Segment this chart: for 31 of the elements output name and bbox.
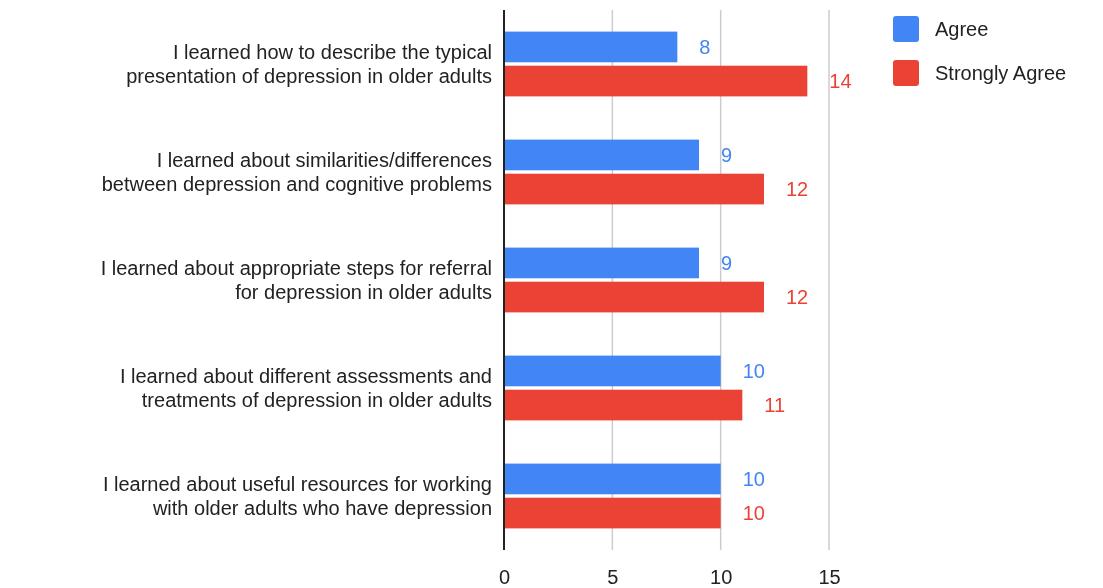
x-tick-label: 15 (818, 566, 841, 588)
data-label: 12 (786, 178, 809, 201)
x-tick-label: 0 (498, 566, 511, 588)
data-label: 10 (742, 467, 765, 490)
x-tick-label: 10 (710, 566, 733, 588)
bar (504, 389, 743, 421)
data-label: 9 (721, 251, 733, 274)
bar (504, 281, 764, 313)
data-label: 11 (764, 394, 786, 417)
bar (504, 247, 699, 279)
data-label: 9 (721, 143, 733, 166)
y-tick-label: I learned about different assessments and treatments of depression in older adults (119, 365, 492, 411)
x-tick-label: 5 (607, 566, 619, 588)
y-tick-label: I learned about similarities/differences between depression and cognitive problems (101, 149, 492, 195)
data-label: 8 (699, 35, 711, 58)
bar (504, 31, 678, 63)
bar (504, 139, 699, 171)
data-label: 12 (786, 286, 809, 309)
y-tick-label: I learned how to describe the typical presentation of depression in older adults (126, 41, 492, 87)
bar (504, 497, 721, 529)
bar (504, 65, 808, 97)
y-tick-label: I learned about useful resources for working with older adults who have depression (102, 473, 492, 519)
data-label: 10 (742, 502, 765, 525)
bar (504, 355, 721, 387)
data-label: 14 (829, 70, 852, 93)
bar (504, 173, 764, 205)
legend-label: Strongly Agree (935, 62, 1067, 84)
data-label: 10 (742, 359, 765, 382)
bar (504, 463, 721, 495)
y-tick-label: I learned about appropriate steps for referral for depression in older adults (100, 257, 492, 303)
legend-label: Agree (935, 18, 989, 40)
